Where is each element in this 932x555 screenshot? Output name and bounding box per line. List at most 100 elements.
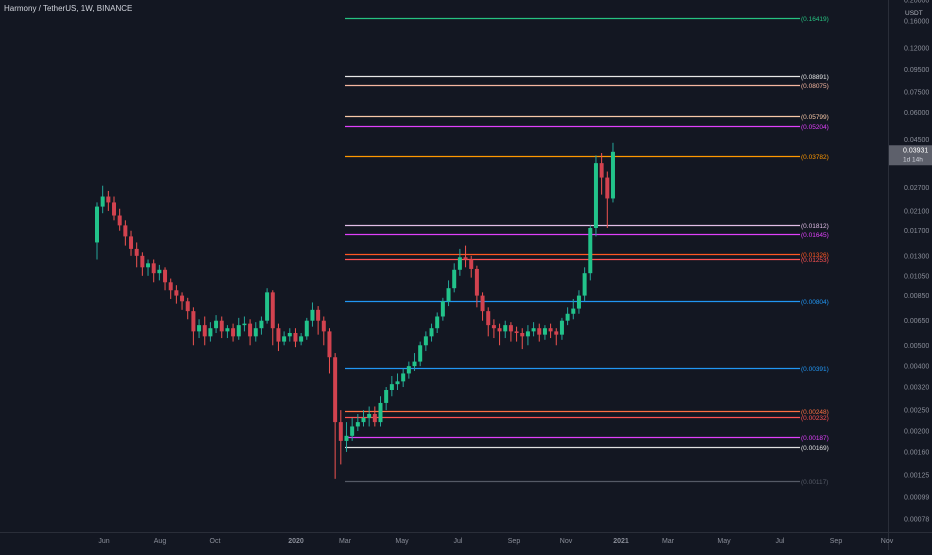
current-price-label: 0.03931 (903, 147, 928, 154)
candle-body (253, 328, 258, 337)
candle-body (452, 269, 457, 289)
current-price-box (889, 145, 932, 166)
candle-body (605, 177, 610, 199)
candle-body (531, 328, 536, 332)
candle-body (384, 390, 389, 403)
candle-body (401, 373, 406, 382)
candle-body (446, 288, 451, 302)
level-label: (0.01326) (801, 252, 829, 259)
candle-body (236, 325, 241, 337)
candle-body (146, 263, 151, 268)
candle-body (372, 413, 377, 423)
candle-body (395, 381, 400, 385)
x-tick-label: Nov (560, 538, 573, 545)
y-tick-label: 0.01700 (904, 228, 929, 235)
candle-body (180, 295, 185, 302)
candle-body (197, 325, 202, 332)
candle-body (559, 320, 564, 335)
candle-body (440, 301, 445, 317)
level-label: (0.00804) (801, 299, 829, 306)
candle-body (168, 282, 173, 291)
y-tick-label: 0.02700 (904, 185, 929, 192)
candle-body (100, 196, 105, 207)
x-tick-label: May (395, 538, 409, 545)
candle-body (525, 331, 530, 337)
y-tick-label: 0.00078 (904, 517, 929, 524)
level-label: (0.00117) (801, 479, 828, 486)
candle-body (140, 255, 145, 268)
candle-body (95, 206, 99, 243)
candle-body (378, 402, 383, 423)
candle-body (469, 259, 474, 269)
candle-body (610, 151, 615, 199)
level-label: (0.03782) (801, 154, 829, 161)
level-label: (0.00232) (801, 415, 829, 422)
candle-body (270, 292, 275, 329)
x-tick-label: Jul (454, 538, 463, 545)
candle-body (571, 308, 576, 314)
candle-body (219, 320, 224, 332)
level-label: (0.00169) (801, 445, 829, 452)
candle-body (463, 257, 468, 260)
candle-body (321, 320, 326, 332)
y-tick-label: 0.09500 (904, 67, 929, 74)
y-tick-label: 0.16000 (904, 18, 929, 25)
candle-body (412, 361, 417, 367)
candle-body (548, 328, 553, 332)
candle-body (418, 345, 423, 362)
y-tick-label: 0.00400 (904, 364, 929, 371)
y-unit-label: USDT (905, 10, 923, 17)
x-tick-label: Sep (830, 538, 843, 545)
candle-body (333, 357, 338, 423)
candle-body (225, 328, 230, 332)
candle-body (134, 248, 139, 256)
chart-title: Harmony / TetherUS, 1W, BINANCE (4, 4, 133, 13)
level-label: (0.01253) (801, 257, 829, 264)
x-tick-label: Mar (339, 538, 352, 545)
y-tick-label: 0.00500 (904, 343, 929, 350)
candle-body (157, 269, 162, 274)
candle-body (423, 336, 428, 346)
x-tick-label: Jun (98, 538, 109, 545)
x-tick-label: Oct (210, 538, 221, 545)
level-label: (0.00248) (801, 409, 829, 416)
x-tick-label: May (717, 538, 731, 545)
y-tick-label: 0.00125 (904, 473, 929, 480)
x-tick-label: Sep (508, 538, 521, 545)
candle-body (310, 309, 315, 321)
candle-body (457, 257, 462, 270)
candle-body (542, 328, 547, 335)
candle-body (202, 325, 207, 337)
candle-body (174, 290, 179, 296)
candle-body (406, 366, 411, 374)
candle-body (491, 325, 496, 329)
level-label: (0.08891) (801, 74, 829, 81)
candle-body (497, 328, 502, 332)
candle-body (282, 336, 287, 342)
x-tick-label: 2021 (613, 538, 629, 545)
x-tick-label: Nov (881, 538, 894, 545)
y-tick-label: 0.06000 (904, 110, 929, 117)
x-tick-label: Mar (662, 538, 675, 545)
level-label: (0.00391) (801, 366, 829, 373)
y-tick-label: 0.12000 (904, 45, 929, 52)
candle-body (304, 320, 309, 337)
y-tick-label: 0.00650 (904, 318, 929, 325)
candle-body (480, 295, 485, 312)
candle-body (316, 309, 321, 321)
candle-body (129, 236, 134, 249)
y-tick-label: 0.00250 (904, 408, 929, 415)
y-tick-label: 0.00160 (904, 449, 929, 456)
candle-body (593, 163, 598, 229)
y-tick-label: 0.04500 (904, 137, 929, 144)
candle-body (299, 336, 304, 342)
candle-body (582, 273, 587, 296)
x-tick-label: Jul (776, 538, 785, 545)
candle-body (231, 328, 236, 337)
candle-body (508, 325, 513, 332)
candle-body (361, 417, 366, 423)
candle-body (554, 331, 559, 335)
candle-body (537, 328, 542, 335)
